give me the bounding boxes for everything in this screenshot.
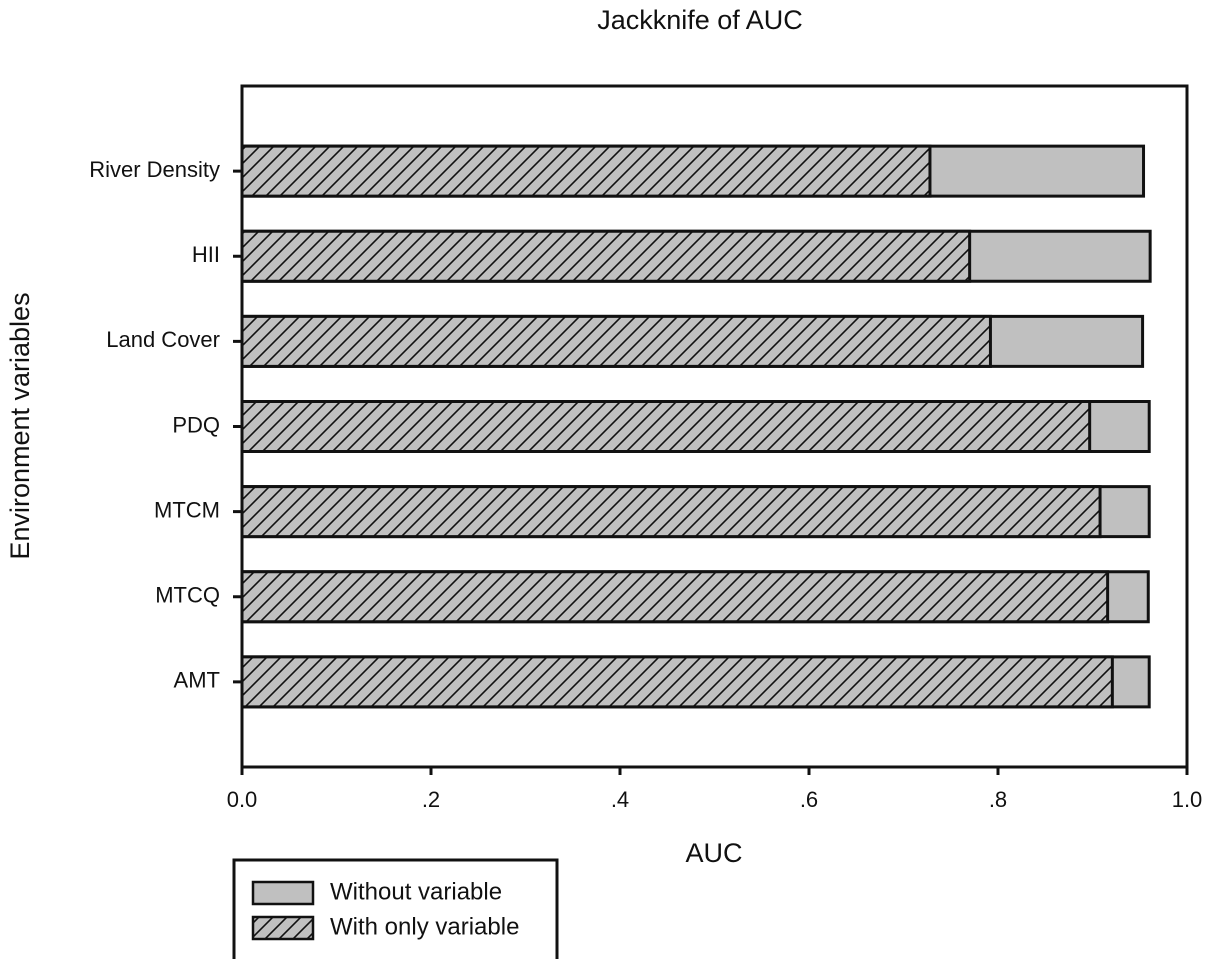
- y-tick-label: PDQ: [172, 412, 220, 437]
- y-tick-label: Land Cover: [106, 327, 220, 352]
- y-tick-label: MTCM: [154, 497, 220, 522]
- bar: [240, 570, 1110, 624]
- legend-swatch: [251, 880, 315, 906]
- bar: [240, 229, 972, 283]
- x-tick-label: .4: [611, 787, 629, 812]
- x-tick-label: .6: [800, 787, 818, 812]
- legend-box: [232, 858, 559, 959]
- y-axis-label: Environment variables: [5, 292, 35, 559]
- x-axis-label: AUC: [685, 838, 742, 868]
- x-tick-label: 1.0: [1172, 787, 1203, 812]
- x-tick-label: 0.0: [227, 787, 258, 812]
- legend-label: Without variable: [330, 878, 502, 905]
- y-tick-label: AMT: [174, 668, 220, 693]
- y-tick-label: HII: [192, 242, 220, 267]
- bar: [240, 314, 992, 368]
- x-tick-label: .8: [989, 787, 1007, 812]
- x-tick-label: .2: [422, 787, 440, 812]
- y-tick-label: MTCQ: [155, 583, 220, 608]
- bar: [240, 485, 1102, 539]
- y-tick-label: River Density: [89, 157, 220, 182]
- legend-label: With only variable: [330, 913, 519, 940]
- legend-swatch: [251, 915, 315, 941]
- bar: [240, 400, 1092, 453]
- bar: [240, 144, 932, 198]
- bar: [240, 655, 1114, 709]
- chart-title: Jackknife of AUC: [597, 5, 803, 35]
